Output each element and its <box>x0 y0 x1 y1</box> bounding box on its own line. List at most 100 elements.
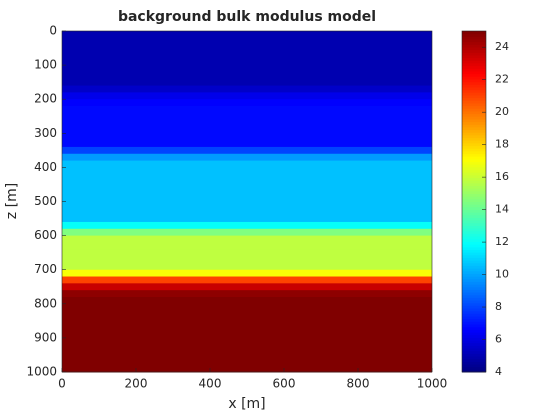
colorbar-swatch <box>462 228 486 232</box>
colorbar-swatch <box>462 153 486 157</box>
colorbar-swatch <box>462 140 486 144</box>
y-tick-label: 400 <box>34 160 57 174</box>
x-tick-label: 0 <box>58 377 66 391</box>
cell-row <box>62 235 432 243</box>
colorbar-swatch <box>462 356 486 360</box>
cell-row <box>62 174 432 182</box>
colorbar-swatch <box>462 305 486 309</box>
cell-row <box>62 167 432 175</box>
colorbar-tick-label: 20 <box>495 105 509 118</box>
colorbar-swatch <box>462 353 486 357</box>
colorbar-swatch <box>462 185 486 189</box>
cell-row <box>62 51 432 59</box>
colorbar-swatch <box>462 118 486 123</box>
cell-row <box>62 140 432 148</box>
colorbar-swatch <box>462 246 486 250</box>
colorbar-tick-label: 10 <box>495 268 509 281</box>
cell-row <box>62 187 432 196</box>
cell-row <box>62 112 432 121</box>
colorbar-swatch <box>462 236 486 240</box>
colorbar-tick-label: 18 <box>495 138 509 151</box>
cell-row <box>62 146 432 155</box>
colorbar-swatch <box>462 158 486 163</box>
cell-row <box>62 310 432 318</box>
cell-row <box>62 71 432 80</box>
colorbar-swatch <box>462 201 486 205</box>
colorbar-swatch <box>462 33 486 37</box>
colorbar-swatch <box>462 172 486 176</box>
x-tick-label: 600 <box>273 377 296 391</box>
colorbar-swatch <box>462 345 486 349</box>
colorbar-swatch <box>462 244 486 248</box>
cell-row <box>62 358 432 366</box>
colorbar-swatch <box>462 252 486 256</box>
colorbar-swatch <box>462 364 486 368</box>
colorbar-swatch <box>462 273 486 277</box>
cell-row <box>62 208 432 216</box>
colorbar-swatch <box>462 321 486 325</box>
colorbar-swatch <box>462 212 486 216</box>
colorbar-swatch <box>462 278 486 282</box>
cell-row <box>62 106 432 114</box>
cell-row <box>62 296 432 305</box>
colorbar-swatch <box>462 294 486 298</box>
cell-row <box>62 160 432 168</box>
cell-row <box>62 331 432 339</box>
colorbar-swatch <box>462 46 486 51</box>
colorbar-swatch <box>462 348 486 352</box>
colorbar-swatch <box>462 297 486 301</box>
colorbar-swatch <box>462 49 486 53</box>
colorbar-tick-label: 8 <box>495 300 502 313</box>
colorbar-swatch <box>462 150 486 155</box>
cell-row <box>62 324 432 332</box>
cell-row <box>62 269 432 278</box>
y-tick-label: 700 <box>34 262 57 276</box>
colorbar-swatch <box>462 129 486 133</box>
y-tick-label: 300 <box>34 126 57 140</box>
colorbar-swatch <box>462 142 486 147</box>
colorbar-swatch <box>462 65 486 69</box>
colorbar-swatch <box>462 177 486 181</box>
cell-row <box>62 201 432 209</box>
x-tick-label: 1000 <box>417 377 448 391</box>
colorbar-swatch <box>462 89 486 93</box>
colorbar-tick-label: 14 <box>495 203 509 216</box>
colorbar-swatch <box>462 57 486 61</box>
colorbar-swatch <box>462 222 486 226</box>
colorbar-swatch <box>462 350 486 354</box>
cell-row <box>62 194 432 202</box>
colorbar-swatch <box>462 209 486 213</box>
colorbar-swatch <box>462 233 486 237</box>
colorbar-swatch <box>462 38 486 43</box>
cell-row <box>62 92 432 100</box>
colorbar-swatch <box>462 262 486 266</box>
colorbar-swatch <box>462 108 486 112</box>
colorbar-swatch <box>462 254 486 258</box>
colorbar-swatch <box>462 204 486 208</box>
colorbar-swatch <box>462 361 486 365</box>
y-tick-label: 800 <box>34 296 57 310</box>
colorbar-swatch <box>462 241 486 245</box>
colorbar-swatch <box>462 260 486 264</box>
colorbar-swatch <box>462 270 486 274</box>
colorbar-swatch <box>462 78 486 83</box>
chart-title: background bulk modulus model <box>118 9 376 25</box>
colorbar-swatch <box>462 249 486 253</box>
cell-row <box>62 290 432 298</box>
colorbar-swatch <box>462 225 486 229</box>
cell-row <box>62 99 432 107</box>
colorbar-swatch <box>462 182 486 187</box>
colorbar-swatch <box>462 156 486 160</box>
cell-row <box>62 344 432 353</box>
cell-row <box>62 262 432 271</box>
colorbar-swatch <box>462 81 486 85</box>
colorbar-swatch <box>462 313 486 317</box>
colorbar-swatch <box>462 73 486 77</box>
colorbar-swatch <box>462 44 486 48</box>
colorbar-swatch <box>462 342 486 346</box>
cell-row <box>62 78 432 87</box>
cell-row <box>62 249 432 257</box>
colorbar-swatch <box>462 102 486 107</box>
y-tick-label: 1000 <box>26 365 57 379</box>
colorbar-frame <box>461 30 487 373</box>
